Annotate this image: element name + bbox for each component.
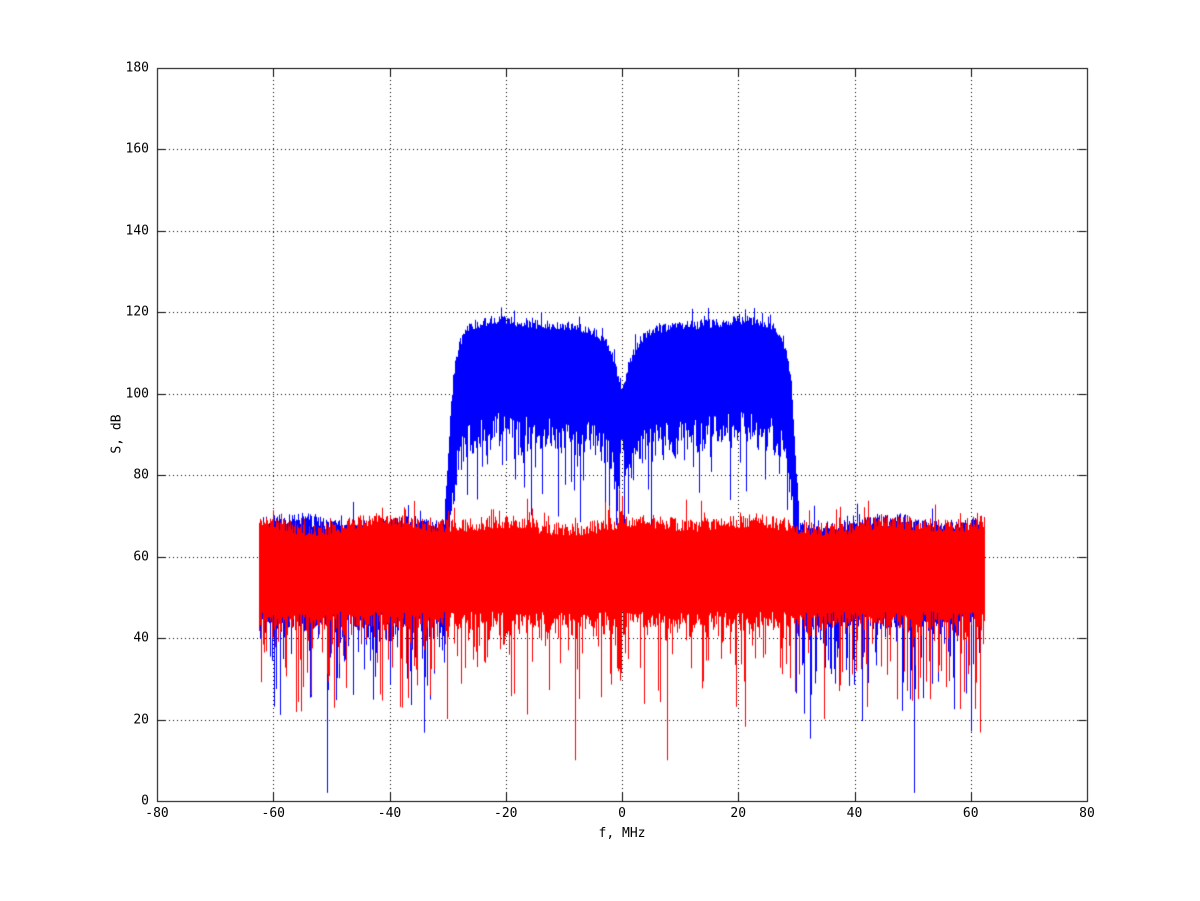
y-tick-label: 40 [133,630,149,646]
x-tick-label: -40 [377,806,402,821]
y-axis-label: S, dB [109,414,125,454]
y-tick-label: 80 [133,467,149,483]
y-tick-label: 100 [125,386,149,402]
x-tick-label: -80 [145,806,169,821]
x-tick-label: 40 [846,806,863,821]
y-tick-label: 120 [125,304,149,320]
x-axis-label: f, MHz [598,826,646,841]
x-tick-label: 80 [1079,806,1095,821]
y-tick-label: 60 [133,549,149,565]
y-tick-label: 20 [133,712,149,728]
x-tick-label: -20 [494,806,518,821]
y-tick-label: 140 [125,223,149,239]
x-tick-label: 0 [618,806,626,821]
x-tick-label: 20 [730,806,747,821]
y-tick-label: 160 [125,141,149,157]
y-tick-label: 180 [125,60,149,76]
y-tick-label: 0 [141,793,149,809]
x-tick-label: -60 [261,806,285,821]
x-tick-label: 60 [962,806,979,821]
